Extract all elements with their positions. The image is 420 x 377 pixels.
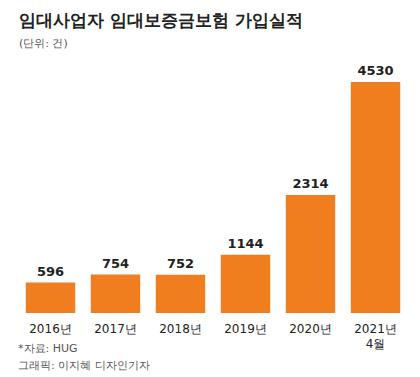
svg-text:1144: 1144	[227, 236, 263, 251]
svg-text:그래픽: 이지혜 디자인기자: 그래픽: 이지혜 디자인기자	[18, 359, 150, 372]
svg-text:임대사업자 임대보증금보험 가입실적: 임대사업자 임대보증금보험 가입실적	[19, 10, 303, 30]
svg-text:752: 752	[167, 256, 194, 271]
svg-text:2021년: 2021년	[354, 322, 397, 336]
svg-text:2314: 2314	[292, 176, 328, 191]
svg-text:*자료: HUG: *자료: HUG	[18, 342, 78, 355]
svg-text:(단위: 건): (단위: 건)	[19, 37, 68, 50]
svg-text:596: 596	[37, 264, 64, 279]
svg-text:2018년: 2018년	[159, 322, 202, 336]
svg-text:754: 754	[102, 256, 129, 271]
svg-text:2017년: 2017년	[94, 322, 137, 336]
svg-text:2016년: 2016년	[29, 322, 72, 336]
svg-text:2020년: 2020년	[289, 322, 332, 336]
svg-text:2019년: 2019년	[224, 322, 267, 336]
svg-text:4월: 4월	[366, 337, 386, 351]
svg-text:4530: 4530	[357, 63, 393, 78]
